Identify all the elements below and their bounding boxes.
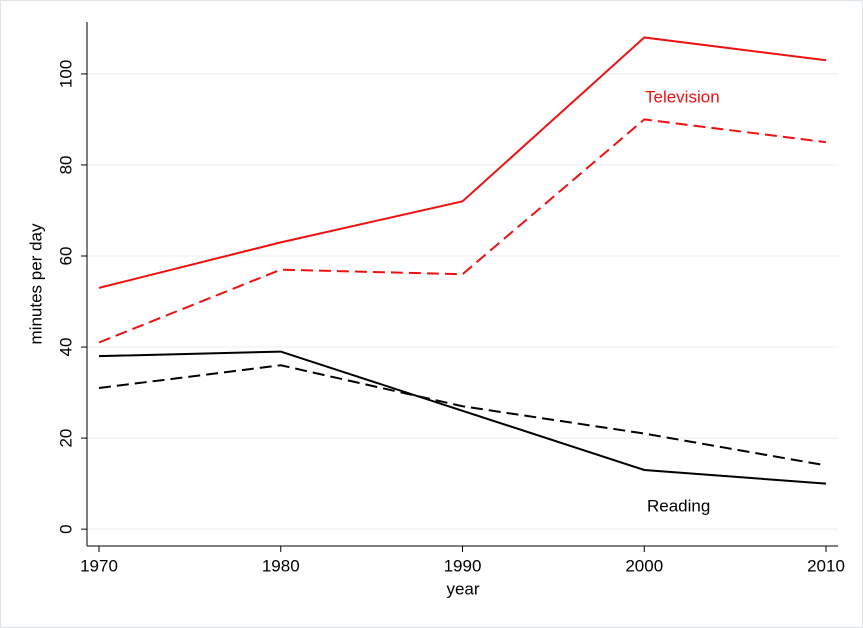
x-tick-label: 1970 (80, 556, 118, 575)
x-tick-label: 2010 (807, 556, 845, 575)
y-tick-label: 40 (56, 338, 75, 357)
series-line (98, 364, 827, 467)
annotation: Reading (647, 496, 710, 515)
y-tick-label: 0 (56, 524, 75, 533)
y-axis-title: minutes per day (26, 223, 45, 344)
series-line (98, 118, 827, 344)
x-tick-label: 1980 (262, 556, 300, 575)
y-tick-label: 80 (56, 155, 75, 174)
x-tick-label: 1990 (444, 556, 482, 575)
series-line (98, 36, 827, 289)
x-axis-title: year (446, 579, 479, 598)
x-tick-label: 2000 (625, 556, 663, 575)
annotation: Television (645, 87, 720, 106)
series-line (98, 350, 827, 485)
y-tick-label: 20 (56, 429, 75, 448)
y-tick-label: 60 (56, 247, 75, 266)
y-tick-label: 100 (56, 60, 75, 88)
